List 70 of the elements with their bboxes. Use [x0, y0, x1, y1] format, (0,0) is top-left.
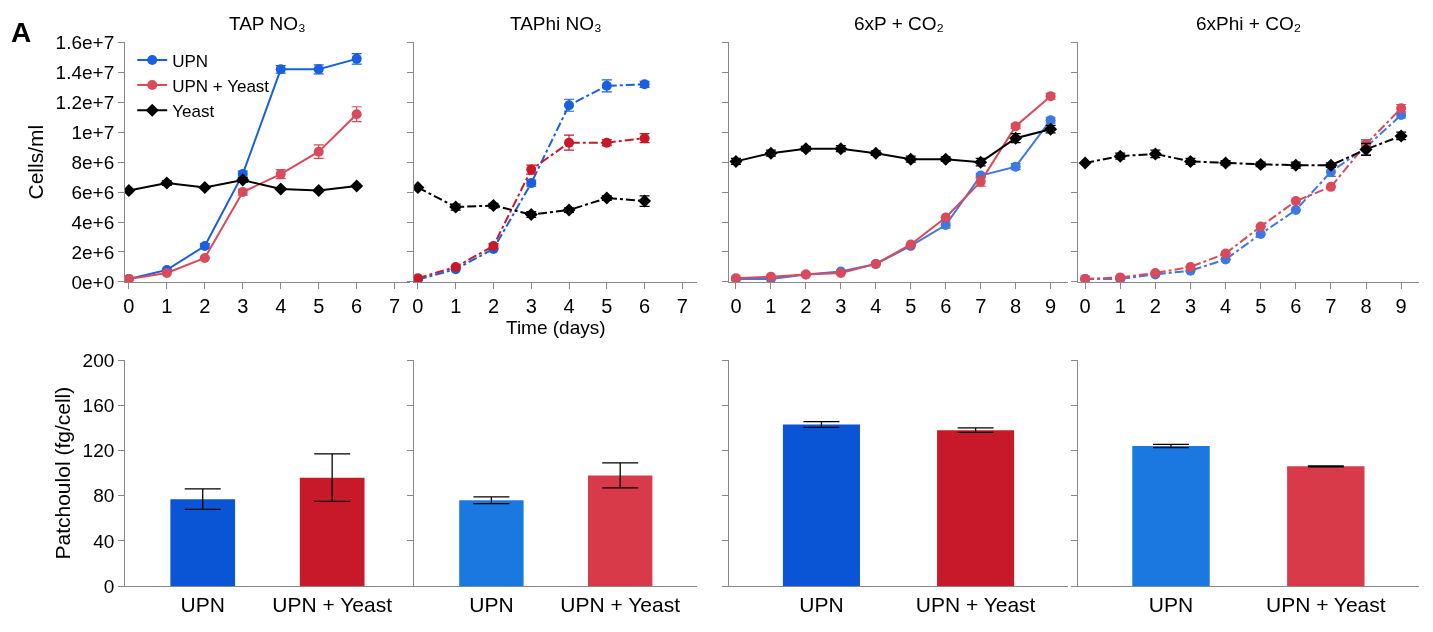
legend-label: UPN — [172, 51, 209, 71]
x-tick-label: 4 — [275, 294, 287, 317]
x-axis-title: Time (days) — [506, 316, 606, 338]
x-tick-label: 5 — [905, 294, 917, 317]
text: A — [11, 17, 32, 48]
x-tick-label: 7 — [975, 294, 987, 317]
x-tick-label: UPN — [180, 593, 225, 617]
x-tick-label: 4 — [563, 294, 575, 317]
x-tick-label: 6 — [940, 294, 952, 317]
x-tick-label: 0 — [412, 294, 424, 317]
legend-label: Yeast — [172, 101, 215, 121]
x-tick-label: 2 — [199, 294, 211, 317]
x-tick-label: 2 — [487, 294, 500, 317]
x-tick-label: 3 — [237, 294, 249, 317]
y-tick-label: 1e+7 — [71, 121, 115, 143]
legend-label: UPN + Yeast — [172, 76, 270, 96]
x-tick-label: UPN — [1148, 593, 1194, 617]
chart-title: TAP NO₃ — [229, 13, 306, 34]
y-tick-label: 0e+0 — [71, 271, 115, 293]
x-tick-label: 9 — [1045, 294, 1057, 317]
x-tick-label: UPN + Yeast — [272, 593, 393, 617]
chart-title: TAPhi NO₃ — [510, 13, 602, 34]
x-tick-label: 4 — [1220, 294, 1232, 317]
x-tick-label: 6 — [639, 294, 651, 317]
y-tick-label: 1.2e+7 — [55, 91, 115, 113]
x-tick-label: 5 — [601, 294, 613, 317]
y-tick-label: 1.4e+7 — [55, 61, 115, 83]
y-axis-title: Patchoulol (fg/cell) — [50, 386, 74, 560]
x-tick-label: 3 — [835, 294, 847, 317]
x-tick-label: 3 — [525, 294, 537, 317]
x-tick-label: 8 — [1010, 294, 1022, 317]
x-tick-label: UPN + Yeast — [1265, 593, 1386, 617]
x-tick-label: UPN — [799, 593, 844, 617]
chart-title: 6xP + CO₂ — [854, 13, 944, 34]
x-tick-label: 6 — [1290, 294, 1302, 317]
x-tick-label: 2 — [800, 294, 812, 317]
x-tick-label: 7 — [676, 294, 688, 317]
x-tick-label: 1 — [161, 294, 173, 317]
y-axis-title: Cells/ml — [23, 124, 47, 200]
x-tick-label: UPN + Yeast — [915, 593, 1036, 617]
x-tick-label: 2 — [1149, 294, 1161, 317]
x-tick-label: 0 — [1079, 294, 1091, 317]
y-tick-label: 1.6e+7 — [55, 32, 115, 54]
x-tick-label: 6 — [351, 294, 363, 317]
x-tick-label: 5 — [1255, 294, 1267, 317]
y-tick-label: 120 — [82, 440, 115, 462]
x-tick-label: 5 — [313, 294, 325, 317]
y-tick-label: 0 — [103, 575, 115, 597]
x-tick-label: 1 — [765, 294, 777, 317]
x-tick-label: 4 — [870, 294, 882, 317]
y-tick-label: 6e+6 — [71, 181, 115, 203]
x-tick-label: 8 — [1360, 294, 1372, 317]
y-tick-label: 40 — [93, 530, 115, 552]
x-tick-label: 1 — [1114, 294, 1126, 317]
x-tick-label: 0 — [123, 294, 135, 317]
y-tick-label: 2e+6 — [71, 241, 115, 263]
x-tick-label: 0 — [730, 294, 742, 317]
x-tick-label: UPN + Yeast — [560, 593, 681, 617]
x-tick-label: 1 — [450, 294, 462, 317]
y-tick-label: 160 — [82, 394, 115, 416]
x-tick-label: 7 — [389, 294, 401, 317]
x-tick-label: 7 — [1325, 294, 1337, 317]
y-tick-label: 200 — [82, 349, 115, 371]
y-tick-label: 4e+6 — [71, 211, 115, 233]
x-tick-label: 3 — [1184, 294, 1197, 317]
y-tick-label: 8e+6 — [71, 151, 115, 173]
x-tick-label: UPN — [469, 593, 514, 617]
x-tick-label: 9 — [1395, 294, 1407, 317]
y-tick-label: 80 — [93, 485, 115, 507]
chart-title: 6xPhi + CO₂ — [1196, 13, 1302, 34]
